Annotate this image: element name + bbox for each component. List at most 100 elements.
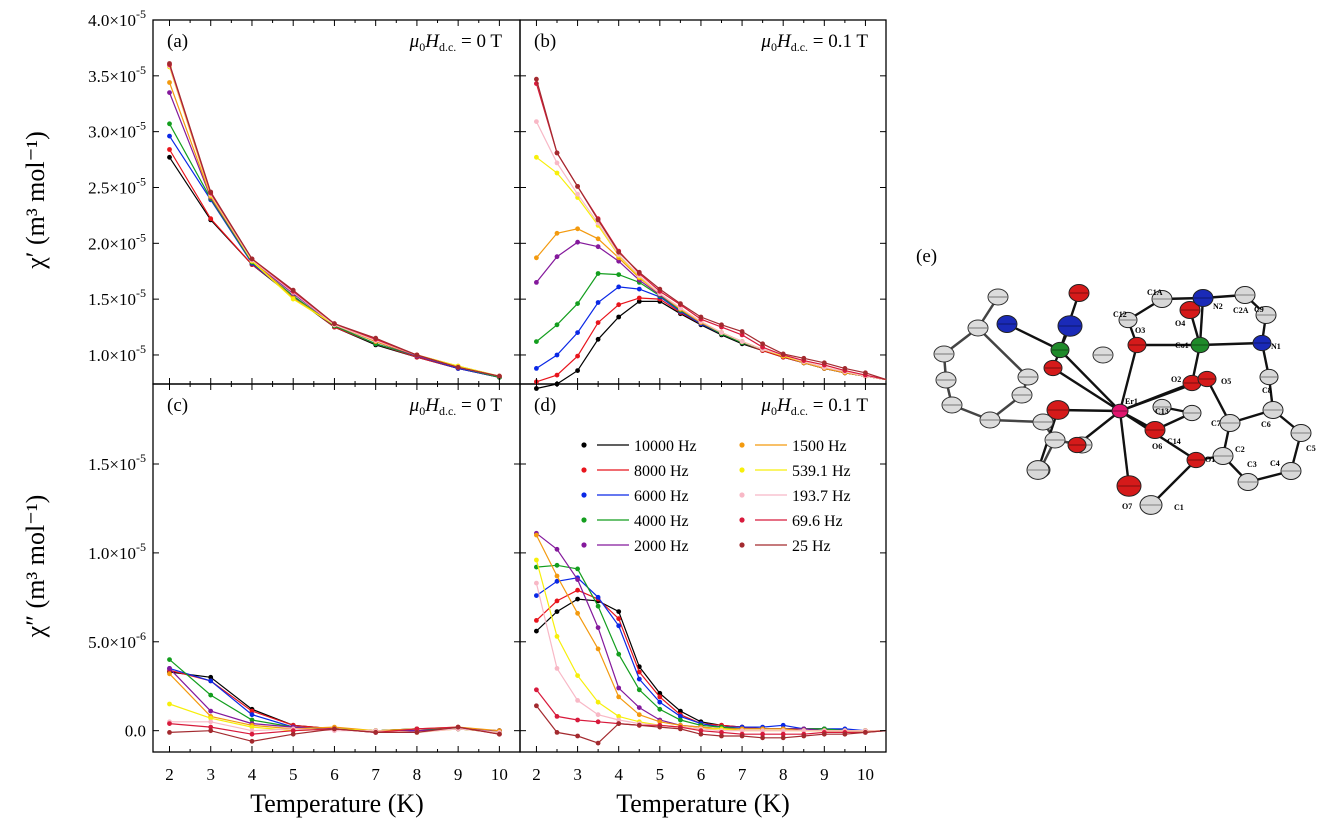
- data-point-d-3: [616, 651, 622, 657]
- data-point-b-2: [616, 284, 622, 290]
- x-tick-label: 10: [857, 765, 874, 784]
- data-point-b-0: [616, 314, 622, 320]
- data-point-d-8: [534, 687, 539, 693]
- data-point-d-3: [554, 562, 560, 568]
- data-point-a-9: [290, 287, 296, 293]
- data-point-c-9: [455, 724, 461, 730]
- data-point-d-2: [595, 594, 601, 600]
- data-point-b-7: [678, 305, 683, 311]
- data-point-b-4: [534, 280, 539, 285]
- data-point-c-8: [290, 728, 296, 734]
- series-line-a-1: [168, 149, 500, 378]
- field-label-b: μ0Hd.c. = 0.1 T: [760, 31, 868, 54]
- data-point-d-2: [678, 714, 683, 719]
- data-point-d-8: [760, 731, 765, 737]
- bond: [1052, 366, 1121, 413]
- data-point-d-1: [657, 694, 663, 700]
- data-point-b-9: [657, 286, 663, 292]
- data-point-d-2: [657, 699, 663, 705]
- atom-label: C4: [1270, 459, 1280, 468]
- data-point-d-7: [739, 728, 745, 734]
- data-point-d-4: [595, 625, 601, 630]
- y-tick-label: 5.0×10-6: [88, 629, 146, 652]
- data-point-c-3: [249, 717, 255, 723]
- x-tick-label: 2: [532, 765, 541, 784]
- data-point-b-4: [595, 244, 601, 250]
- atom-label: O5: [1221, 377, 1231, 386]
- data-point-d-9: [780, 735, 786, 741]
- data-point-d-3: [657, 706, 663, 712]
- data-point-a-6: [290, 296, 296, 302]
- data-point-d-8: [698, 728, 704, 734]
- series-line-b-4: [535, 241, 887, 381]
- panel-e-letter: (e): [916, 246, 937, 267]
- data-point-b-0: [636, 299, 642, 304]
- bond: [1118, 344, 1139, 412]
- panel-letter-c: (c): [167, 395, 188, 416]
- data-point-b-3: [554, 322, 560, 328]
- panel-letter-a: (a): [167, 31, 188, 52]
- data-point-d-9: [657, 724, 663, 730]
- series-line-a-4: [168, 92, 500, 377]
- data-point-a-3: [167, 121, 172, 127]
- data-point-a-9: [414, 352, 420, 358]
- data-point-b-3: [616, 272, 622, 277]
- series-line-d-7: [535, 582, 886, 732]
- data-point-d-6: [534, 557, 539, 563]
- series-line-a-2: [168, 135, 500, 378]
- data-point-d-9: [534, 703, 539, 709]
- data-point-d-5: [554, 573, 560, 579]
- data-point-d-2: [636, 676, 642, 682]
- field-label-d: μ0Hd.c. = 0.1 T: [760, 395, 868, 418]
- data-point-d-9: [739, 733, 745, 739]
- data-point-b-9: [616, 249, 622, 255]
- atom-label: C2: [1235, 445, 1245, 454]
- data-point-c-9: [373, 730, 379, 735]
- field-label-a: μ0Hd.c. = 0 T: [409, 31, 503, 54]
- legend-label: 1500 Hz: [792, 438, 847, 455]
- data-point-c-9: [497, 731, 502, 737]
- legend-marker: [739, 542, 745, 548]
- legend-label: 6000 Hz: [634, 488, 689, 505]
- bond: [1150, 459, 1197, 506]
- data-point-d-7: [575, 698, 580, 703]
- data-point-c-6: [167, 701, 172, 707]
- data-point-d-7: [534, 580, 539, 586]
- data-point-b-1: [554, 372, 560, 378]
- data-point-d-0: [554, 609, 560, 614]
- data-point-c-9: [208, 728, 214, 734]
- series-line-d-0: [535, 598, 886, 732]
- data-point-c-9: [414, 730, 420, 735]
- data-point-d-4: [636, 705, 642, 710]
- frame-top-left: [152, 19, 521, 385]
- data-point-b-5: [595, 236, 601, 242]
- y-tick-label: 2.5×10-5: [88, 174, 146, 197]
- data-point-d-0: [678, 708, 683, 714]
- data-point-b-9: [698, 314, 704, 320]
- data-point-a-4: [167, 90, 172, 95]
- series-line-a-6: [168, 66, 500, 377]
- atom-label: O2: [1171, 375, 1181, 384]
- data-point-b-9: [760, 341, 765, 347]
- data-point-b-9: [636, 269, 642, 275]
- atom-label: C9: [1254, 305, 1264, 314]
- series-line-a-0: [168, 156, 500, 378]
- data-point-c-7: [208, 719, 214, 725]
- atom-label: C13: [1155, 407, 1169, 416]
- data-point-c-6: [249, 724, 255, 730]
- data-point-b-7: [575, 191, 580, 197]
- data-point-d-6: [575, 673, 580, 678]
- series-line-b-7: [535, 121, 887, 381]
- data-point-d-7: [616, 717, 622, 723]
- data-point-b-9: [780, 351, 786, 357]
- data-point-d-1: [575, 587, 580, 593]
- data-point-c-9: [332, 726, 337, 732]
- data-point-a-9: [167, 61, 172, 66]
- data-point-b-7: [719, 330, 724, 335]
- series-line-b-5: [535, 228, 887, 381]
- legend-label: 193.7 Hz: [792, 488, 851, 505]
- legend: 10000 Hz 8000 Hz 6000 Hz 4000 Hz 2000 Hz 1500…: [581, 438, 851, 555]
- data-point-b-4: [616, 258, 622, 264]
- data-point-a-9: [373, 335, 379, 341]
- data-point-d-9: [554, 730, 560, 735]
